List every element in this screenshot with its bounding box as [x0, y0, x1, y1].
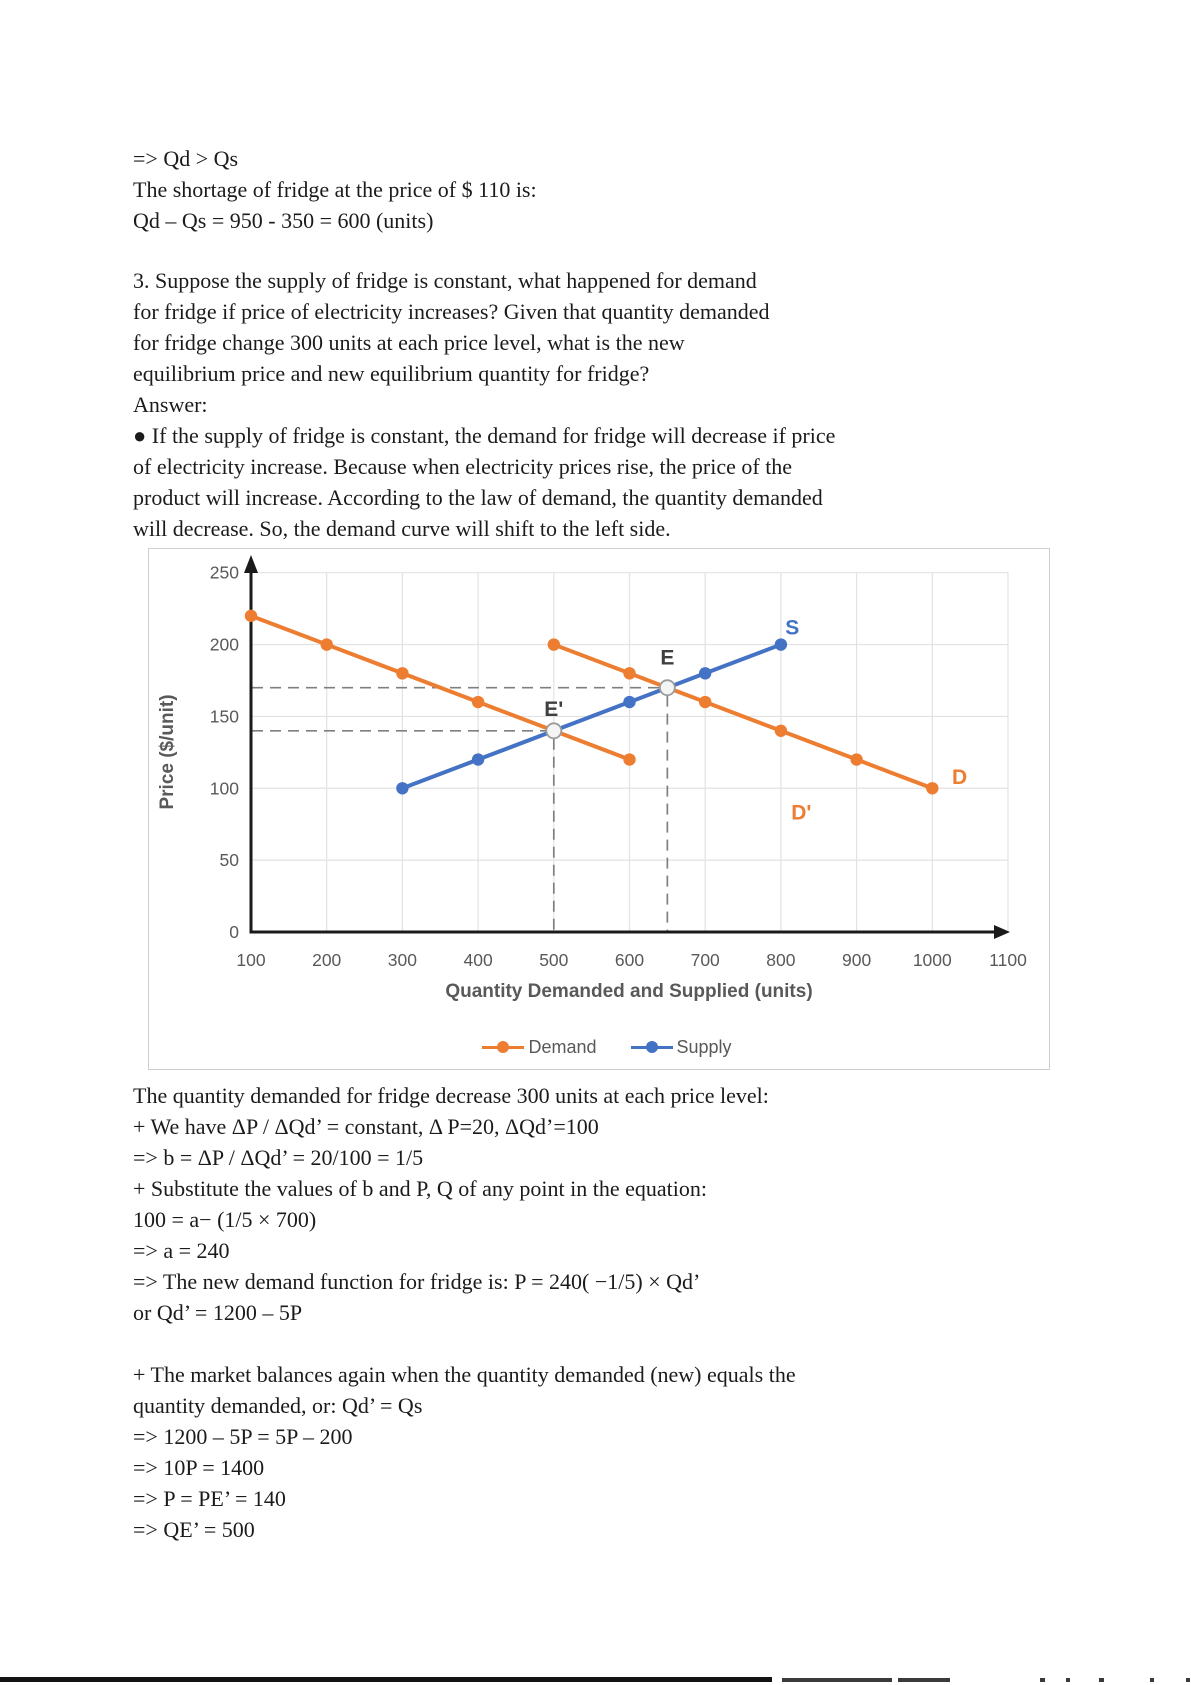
data-point-D [547, 638, 560, 651]
y-tick-label: 50 [220, 850, 240, 870]
text-line: => 10P = 1400 [133, 1455, 265, 1480]
calculation-paragraph-1: The quantity demanded for fridge decreas… [133, 1080, 1083, 1328]
text-line: => P = PE’ = 140 [133, 1486, 286, 1511]
text-line: + The market balances again when the qua… [133, 1362, 796, 1387]
x-tick-label: 200 [312, 950, 341, 970]
next-page-edge-fragment [898, 1678, 950, 1682]
data-point-D [699, 695, 712, 709]
data-point-S [396, 782, 409, 795]
legend-label: Demand [528, 1036, 597, 1057]
data-point-D' [244, 609, 258, 623]
x-tick-label: 900 [842, 950, 871, 970]
text-line: for fridge if price of electricity incre… [133, 299, 770, 324]
calculation-paragraph-2: + The market balances again when the qua… [133, 1359, 1083, 1545]
supply-demand-chart-figure: 100 200 300 400 500 600 700 800 900 1000 1100 0 50 10… [148, 548, 1050, 1070]
next-page-edge-fragment [1099, 1678, 1104, 1682]
x-tick-label: 700 [691, 950, 720, 970]
y-axis-arrow-icon [244, 555, 258, 573]
next-page-edge-fragment [782, 1678, 892, 1682]
text-line: or Qd’ = 1200 – 5P [133, 1300, 303, 1325]
text-line: The shortage of fridge at the price of $… [133, 177, 537, 202]
equilibrium-point-E [658, 679, 676, 697]
intro-paragraph: => Qd > Qs The shortage of fridge at the… [133, 143, 1083, 236]
text-line: 3. Suppose the supply of fridge is const… [133, 268, 757, 293]
demand-line-marker-icon [482, 1041, 525, 1053]
legend-label: Supply [676, 1036, 732, 1057]
text-line: will decrease. So, the demand curve will… [133, 516, 671, 541]
y-tick-label: 250 [210, 563, 239, 583]
text-line: for fridge change 300 units at each pric… [133, 330, 685, 355]
x-tick-label: 600 [615, 950, 644, 970]
next-page-edge-fragment [1150, 1678, 1154, 1682]
next-page-edge-fragment [1066, 1678, 1070, 1682]
x-tick-label: 1000 [913, 950, 952, 970]
text-line: => a = 240 [133, 1238, 230, 1263]
text-line: => Qd > Qs [133, 146, 239, 171]
data-point-D [774, 724, 788, 737]
text-line: Qd – Qs = 950 - 350 = 600 (units) [133, 208, 434, 233]
curve-label-D: D [952, 766, 967, 789]
x-tick-label: 500 [539, 950, 568, 970]
data-point-D' [623, 753, 636, 766]
data-point-D' [471, 695, 485, 709]
text-line: The quantity demanded for fridge decreas… [133, 1083, 769, 1108]
next-page-edge-fragment [1040, 1678, 1045, 1682]
x-axis-arrow-icon [994, 925, 1010, 939]
series-line-D' [249, 613, 632, 762]
y-axis-title: Price ($/unit) [157, 694, 178, 809]
answer-label: Answer: [133, 392, 208, 417]
curve-label-S: S [785, 616, 799, 639]
y-tick-label: 0 [229, 922, 239, 942]
supply-line-marker-icon [630, 1041, 673, 1053]
x-axis-title: Quantity Demanded and Supplied (units) [445, 981, 812, 1002]
text-line: => b = ΔP / ΔQd’ = 20/100 = 1/5 [133, 1145, 424, 1170]
text-line: => 1200 – 5P = 5P – 200 [133, 1424, 353, 1449]
text-line: of electricity increase. Because when el… [133, 454, 793, 479]
text-line: ● If the supply of fridge is constant, t… [133, 423, 836, 448]
data-point-D [623, 667, 636, 680]
x-tick-label: 800 [766, 950, 795, 970]
legend-item-demand: Demand [482, 1036, 597, 1058]
data-point-S [623, 695, 636, 709]
text-line: + Substitute the values of b and P, Q of… [133, 1176, 707, 1201]
question-paragraph: 3. Suppose the supply of fridge is const… [133, 265, 1083, 544]
data-point-D [926, 782, 939, 795]
text-line: 100 = a− (1/5 × 700) [133, 1207, 317, 1232]
y-tick-label: 150 [210, 706, 239, 726]
text-line: equilibrium price and new equilibrium qu… [133, 361, 650, 386]
x-tick-label: 1100 [989, 950, 1027, 970]
x-tick-label: 400 [463, 950, 492, 970]
legend-item-supply: Supply [630, 1036, 732, 1058]
text-line: => QE’ = 500 [133, 1517, 255, 1542]
y-tick-label: 100 [210, 778, 239, 798]
curve-label-E': E' [544, 698, 563, 721]
text-line: => The new demand function for fridge is… [133, 1269, 701, 1294]
series-line-S [400, 642, 783, 791]
data-point-S [471, 753, 485, 766]
data-point-D [850, 753, 863, 766]
text-line: + We have ΔP / ΔQd’ = constant, Δ P=20, … [133, 1114, 599, 1139]
next-page-edge-fragment [1186, 1678, 1190, 1682]
data-point-S [699, 667, 712, 680]
text-line: product will increase. According to the … [133, 485, 823, 510]
chart-legend: Demand Supply [157, 1032, 1057, 1062]
text-line: quantity demanded, or: Qd’ = Qs [133, 1393, 423, 1418]
curve-label-E: E [660, 646, 674, 669]
supply-demand-chart: 100 200 300 400 500 600 700 800 900 1000 1100 0 50 10… [157, 555, 1027, 1002]
next-page-edge-fragment [0, 1677, 772, 1682]
series-line-D [551, 642, 935, 791]
data-point-D' [320, 638, 333, 651]
equilibrium-point-E' [545, 722, 563, 740]
data-point-D' [396, 667, 409, 680]
x-tick-label: 100 [236, 950, 265, 970]
x-tick-label: 300 [388, 950, 417, 970]
data-point-S [774, 638, 788, 651]
y-tick-label: 200 [210, 635, 239, 655]
curve-label-D': D' [791, 802, 811, 825]
